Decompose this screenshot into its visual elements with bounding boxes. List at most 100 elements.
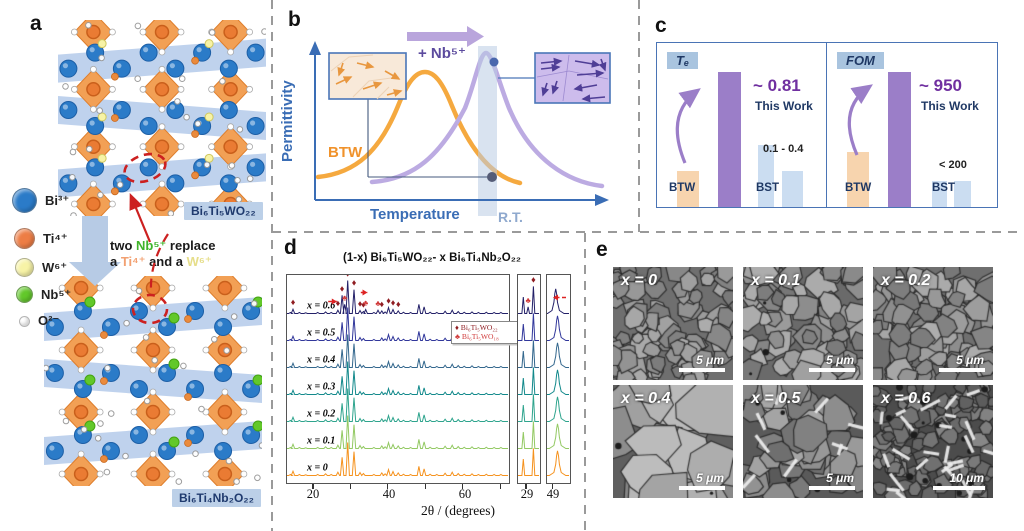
sem-image-5 [873,385,993,498]
legend-label: O²⁻ [38,313,60,328]
transition-arrow-head [69,262,121,286]
substitution-annotation: two Nb⁵⁺ replace a Ti⁴⁺ and a W⁶⁺ [110,238,280,271]
sem-image-2 [873,267,993,380]
bst-bar-label: BST [932,182,955,194]
legend-item-ti: Ti⁴⁺ [14,228,68,249]
annot-text: two [110,238,136,253]
svg-text:x = 0: x = 0 [306,463,328,474]
btw-rt-dot [487,172,497,182]
svg-text:x = 0.2: x = 0.2 [306,409,335,420]
btw-formula-label: Bi₆Ti₅WO₂₂ [184,202,263,220]
legend-label: Nb⁵⁺ [41,286,72,302]
svg-text:♦: ♦ [336,298,341,308]
legend-item-w: W⁶⁺ [15,258,67,277]
sem-tile-0: x = 0 5 μm [613,267,733,380]
xrd-panel: d (1-x) Bi₆Ti₅WO₂₂- x Bi₆Ti₄Nb₂O₂₂ x = 0… [272,232,584,531]
tunability-chart: Tₑ ~ 0.81 This Work 0.1 - 0.4 BTW BST [656,42,827,208]
svg-text:x = 0.4: x = 0.4 [306,355,335,366]
bst-range-note: < 200 [939,159,967,171]
svg-text:♦: ♦ [391,298,396,308]
tick-49: 49 [546,487,560,501]
axis-tick [424,484,426,489]
svg-text:x = 0.6: x = 0.6 [306,301,335,312]
sem-label: x = 0.1 [751,272,801,289]
sem-tile-4: x = 0.5 5 μm [743,385,863,498]
annot-nb: Nb⁵⁺ [136,238,167,253]
btw-curve [315,69,523,186]
diamond-marker-icon: ♦ [455,323,459,332]
scale-bar [679,368,725,372]
nb-arrow-label: + Nb⁵⁺ [418,45,466,62]
svg-text:x = 0.3: x = 0.3 [306,382,335,393]
fom-chart: FOM ~ 950 This Work < 200 BTW BST [827,42,998,208]
highlight-value: ~ 950 [919,76,963,95]
scale-bar [809,368,855,372]
svg-text:♣: ♣ [342,293,348,302]
scale-label: 10 μm [949,471,984,485]
xrd-title: (1-x) Bi₆Ti₅WO₂₂- x Bi₆Ti₄Nb₂O₂₂ [343,252,521,264]
sem-label: x = 0.4 [621,390,671,407]
annot-w: W⁶⁺ [186,254,212,270]
sem-image-3 [613,385,733,498]
axis-tick [349,484,352,489]
legend-item-o: O²⁻ [19,313,59,329]
divider-b-c [638,0,640,232]
legend-item-nb: Nb⁵⁺ [16,286,71,303]
w-sphere-icon [15,258,34,277]
scale-bar [933,486,985,490]
svg-text:♣: ♣ [375,299,381,308]
sem-tile-1: x = 0.1 5 μm [743,267,863,380]
phase-legend-row: ♦ Bi₆Ti₅WO₂₂ [455,323,498,332]
scale-label: 5 μm [696,471,724,485]
ti-sphere-icon [14,228,35,249]
sem-image-0 [613,267,733,380]
nb-sphere-icon [16,286,33,303]
tick-60: 60 [458,487,472,501]
svg-text:x = 0.5: x = 0.5 [306,328,335,339]
fom-badge: FOM [837,52,884,69]
btw-bar-label: BTW [845,182,872,194]
sem-panel: e x = 0 5 μm x = 0.1 5 μm x = 0.2 5 μm x… [584,232,1024,531]
bar-bst-high [758,145,774,207]
legend-label: Bi³⁺ [45,192,70,208]
svg-text:♣: ♣ [363,299,369,308]
svg-text:♣: ♣ [526,296,532,305]
phase-legend: ♦ Bi₆Ti₅WO₂₂ ♣ Bi₆Ti₅WO₁₈ [451,321,527,345]
panel-b-letter: b [288,8,301,31]
xrd-xlabel: 2θ / (degrees) [421,503,495,518]
svg-text:♦: ♦ [358,299,363,309]
bar-this-work [718,72,741,207]
legend-label: W⁶⁺ [42,259,68,275]
o-sphere-icon [19,315,30,327]
sem-image-1 [743,267,863,380]
crystal-structure-btnb [44,276,262,486]
annot-text: a [110,254,121,270]
phase-legend-row: ♣ Bi₆Ti₅WO₁₈ [455,331,499,341]
tick-40: 40 [382,487,396,501]
btw-curve-label: BTW [328,144,363,161]
random-domains-inset [328,52,407,100]
svg-text:♦: ♦ [386,296,391,306]
nb-shift-arrow [407,26,484,47]
svg-text:♦: ♦ [379,299,384,309]
axis-tick [462,484,464,489]
tunability-badge: Tₑ [667,52,699,69]
scale-label: 5 μm [826,353,854,367]
svg-text:♦: ♦ [340,283,345,293]
divider-top-bottom [272,231,1024,233]
axis-tick [312,484,314,489]
xrd-inset-49 [546,274,571,484]
btnb-formula-label: Bi₆Ti₄Nb₂O₂₂ [172,489,261,507]
xrd-main-plot: x = 0.6 x = 0.5 x = 0.4 x = 0.3 x = 0.2 x = 0… [286,269,527,484]
bi-sphere-icon [12,188,37,213]
xrd-inset-29: ♦ ♣ [517,274,541,484]
axis-tick [387,484,389,489]
bar-btw [677,171,699,207]
bar-btw [847,152,869,207]
sem-label: x = 0.5 [751,390,801,407]
legend-label: Ti⁴⁺ [43,230,68,246]
bar-bst-1 [932,181,947,207]
scale-label: 5 μm [696,353,724,367]
svg-text:x = 0.1: x = 0.1 [306,436,335,447]
